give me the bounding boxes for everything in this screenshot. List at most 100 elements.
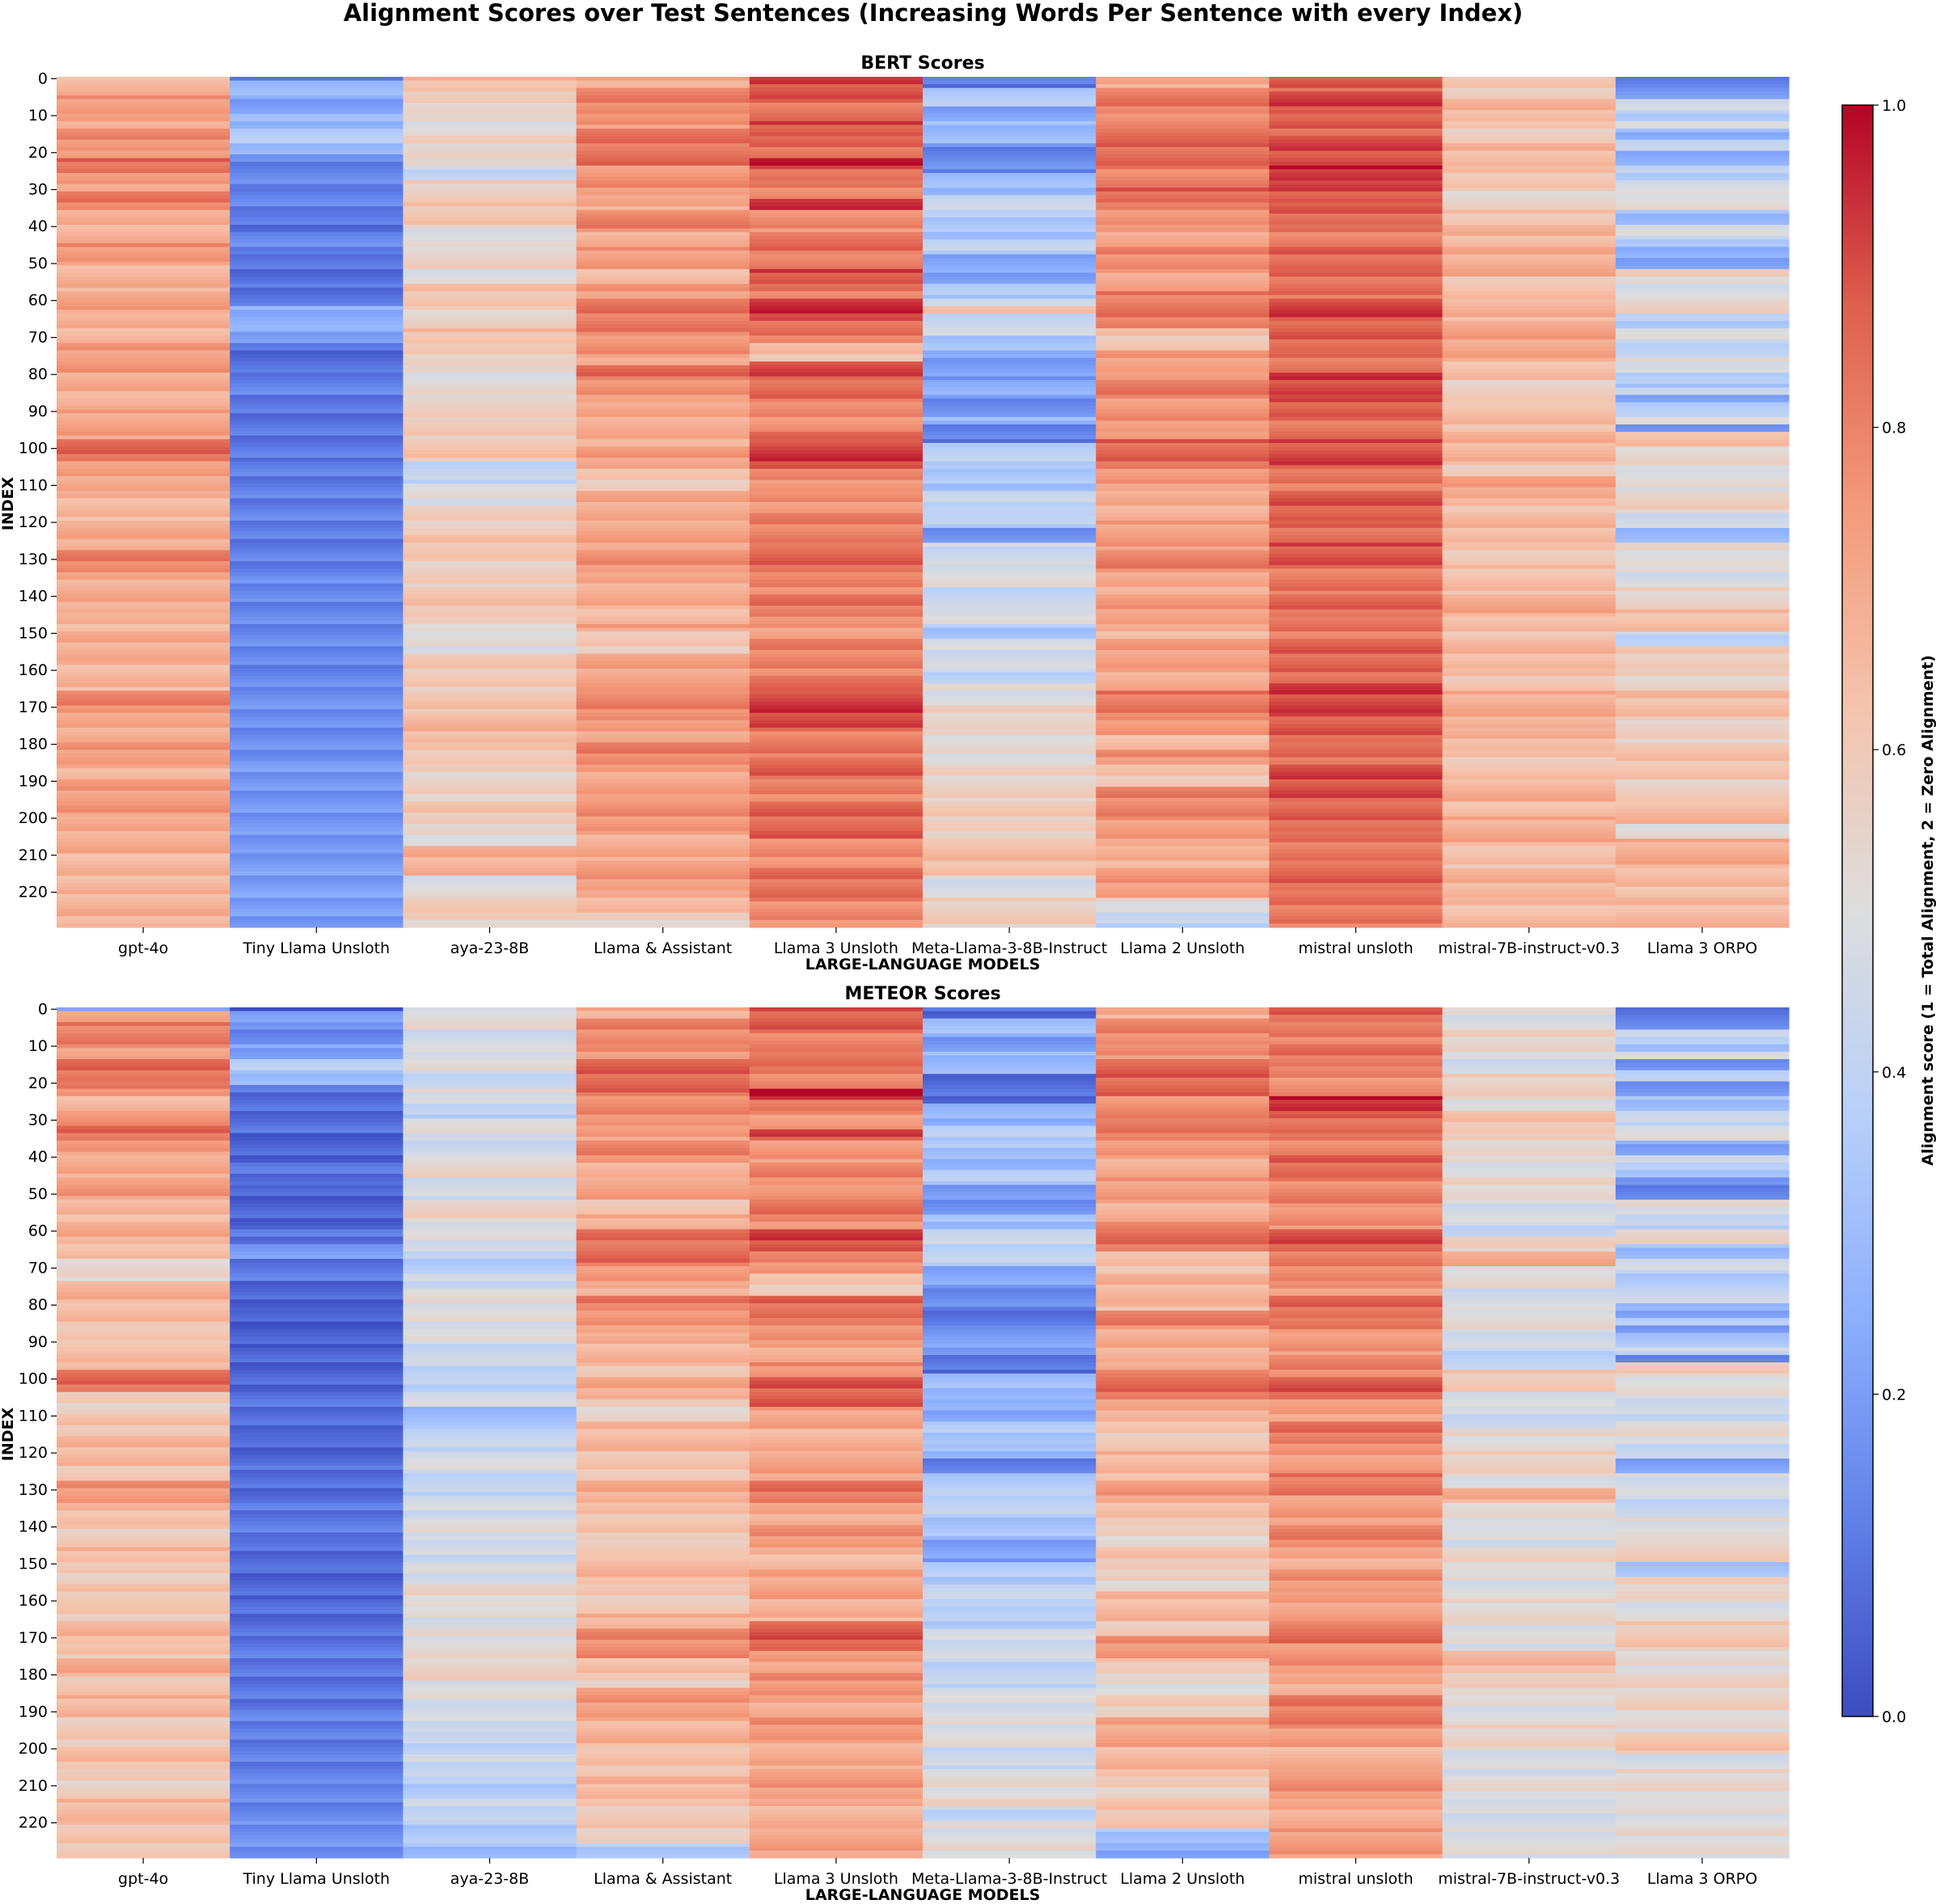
heatmap-cell — [1269, 827, 1444, 832]
heatmap-cell — [1442, 1543, 1617, 1548]
heatmap-cell — [230, 1180, 404, 1186]
heatmap-cell — [749, 502, 924, 507]
heatmap-cell — [749, 1532, 924, 1537]
heatmap-cell — [1442, 120, 1617, 126]
heatmap-cell — [1615, 1210, 1790, 1215]
heatmap-cell — [1615, 879, 1790, 884]
heatmap-cell — [923, 731, 1097, 736]
heatmap-cell — [1615, 158, 1790, 163]
heatmap-cell — [1269, 801, 1444, 806]
heatmap-cell — [1442, 1196, 1617, 1201]
heatmap-cell — [1269, 1344, 1444, 1349]
heatmap-cell — [749, 165, 924, 170]
heatmap-cell — [1615, 1295, 1790, 1300]
heatmap-cell — [576, 1332, 750, 1337]
heatmap-cell — [57, 280, 230, 285]
heatmap-cell — [1269, 912, 1444, 917]
heatmap-cell — [1269, 1203, 1444, 1208]
heatmap-cell — [576, 132, 750, 137]
heatmap-cell — [230, 1192, 404, 1197]
heatmap-cell — [576, 594, 750, 599]
heatmap-cell — [749, 1459, 924, 1463]
heatmap-cell — [1442, 1218, 1617, 1222]
heatmap-cell — [230, 1125, 404, 1130]
heatmap-cell — [1615, 768, 1790, 773]
heatmap-cell — [923, 1147, 1097, 1152]
heatmap-cell — [576, 1817, 750, 1822]
heatmap-cell — [1442, 1440, 1617, 1445]
heatmap-cell — [1615, 272, 1790, 277]
heatmap-cell — [1442, 1233, 1617, 1238]
heatmap-cell — [923, 1584, 1097, 1589]
heatmap-cell — [923, 1598, 1097, 1603]
heatmap-cell — [1096, 1798, 1270, 1803]
heatmap-cell — [576, 720, 750, 725]
heatmap-cell — [1096, 487, 1270, 492]
heatmap-cell — [1269, 420, 1444, 425]
heatmap-cell — [57, 213, 230, 218]
heatmap-cell — [57, 834, 230, 839]
heatmap-cell — [1269, 1255, 1444, 1260]
heatmap-cell — [923, 509, 1097, 514]
heatmap-cell — [403, 1137, 577, 1142]
heatmap-cell — [749, 1847, 924, 1851]
heatmap-cell — [749, 901, 924, 906]
heatmap-cell — [749, 1606, 924, 1611]
heatmap-cell — [1442, 731, 1617, 736]
heatmap-cell — [1096, 1510, 1270, 1515]
heatmap-cell — [923, 1776, 1097, 1781]
heatmap-cell — [749, 761, 924, 766]
heatmap-cell — [1442, 1824, 1617, 1829]
heatmap-cell — [923, 1403, 1097, 1408]
heatmap-cell — [749, 1565, 924, 1570]
heatmap-cell — [230, 1831, 404, 1837]
heatmap-cell — [1442, 1828, 1617, 1833]
heatmap-cell — [403, 247, 577, 251]
heatmap-cell — [57, 1728, 230, 1733]
heatmap-cell — [1269, 391, 1444, 395]
heatmap-cell — [230, 1281, 404, 1286]
heatmap-cell — [230, 609, 404, 614]
heatmap-cell — [1615, 1233, 1790, 1238]
heatmap-cell — [1269, 1321, 1444, 1326]
heatmap-cell — [1615, 1769, 1790, 1774]
heatmap-cell — [1269, 409, 1444, 414]
heatmap-cell — [1096, 498, 1270, 503]
y-tick-label: 180 — [19, 736, 48, 754]
heatmap-cell — [57, 805, 230, 810]
heatmap-cell — [923, 1203, 1097, 1208]
heatmap-cell — [230, 1459, 404, 1463]
heatmap-cell — [403, 1495, 577, 1500]
heatmap-cell — [403, 698, 577, 703]
heatmap-cell — [230, 1754, 404, 1759]
heatmap-cell — [1615, 228, 1790, 233]
heatmap-cell — [403, 77, 577, 82]
heatmap-cell — [1269, 184, 1444, 188]
heatmap-cell — [1096, 761, 1270, 766]
heatmap-cell — [1442, 842, 1617, 846]
heatmap-cell — [1442, 1133, 1617, 1138]
heatmap-cell — [1615, 1225, 1790, 1231]
heatmap-cell — [923, 461, 1097, 466]
heatmap-cell — [1615, 465, 1790, 470]
heatmap-cell — [1096, 103, 1270, 108]
heatmap-cell — [1269, 1077, 1444, 1083]
heatmap-cell — [57, 276, 230, 281]
heatmap-cell — [1096, 1229, 1270, 1234]
heatmap-cell — [1269, 1070, 1444, 1074]
heatmap-cell — [923, 302, 1097, 307]
heatmap-cell — [923, 1222, 1097, 1226]
heatmap-cell — [1269, 1273, 1444, 1278]
heatmap-cell — [57, 1118, 230, 1123]
heatmap-cell — [230, 1488, 404, 1492]
heatmap-cell — [1096, 209, 1270, 214]
heatmap-cell — [1615, 801, 1790, 806]
heatmap-cell — [1442, 1011, 1617, 1015]
heatmap-cell — [923, 280, 1097, 285]
heatmap-cell — [57, 483, 230, 488]
heatmap-cell — [1442, 1602, 1617, 1607]
meteor-y-ticks: 0102030405060708090100110120130140150160… — [19, 1000, 57, 1832]
heatmap-cell — [230, 1495, 404, 1500]
heatmap-cell — [1442, 665, 1617, 669]
heatmap-cell — [230, 649, 404, 655]
